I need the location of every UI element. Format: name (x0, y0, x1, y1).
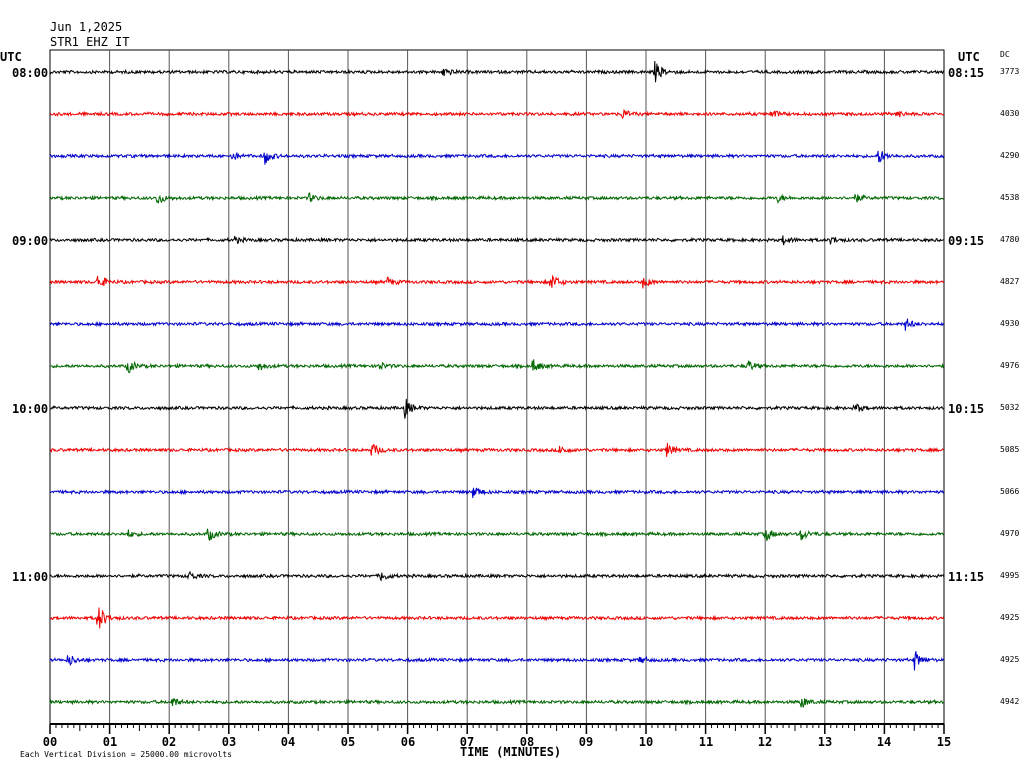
dc-value: 3773 (1000, 67, 1020, 76)
x-tick-label: 04 (280, 735, 296, 749)
hour-label-right: 08:15 (948, 66, 985, 80)
seismic-trace (49, 651, 945, 671)
seismic-trace (50, 442, 945, 457)
dc-value: 4780 (1000, 235, 1020, 244)
x-tick-label: 07 (459, 735, 475, 749)
x-tick-label: 05 (340, 735, 356, 749)
dc-title: DC (1000, 50, 1010, 59)
seismic-trace (49, 398, 944, 419)
seismic-trace (49, 528, 945, 542)
plot-date: Jun 1,2025 (50, 20, 123, 34)
vertical-scale-note: Each Vertical Division = 25000.00 microv… (20, 750, 232, 759)
x-tick-label: 11 (698, 735, 714, 749)
seismic-trace (49, 109, 945, 120)
seismic-trace (49, 607, 945, 629)
hour-label-right: 11:15 (948, 570, 985, 584)
seismic-trace (49, 359, 945, 374)
hour-label-right: 09:15 (948, 234, 985, 248)
hour-label-left: 08:00 (12, 66, 49, 80)
x-tick-label: 13 (817, 735, 833, 749)
x-tick-label: 03 (221, 735, 237, 749)
x-tick-label: 09 (578, 735, 594, 749)
hour-label-left: 10:00 (12, 402, 49, 416)
x-tick-label: 08 (519, 735, 535, 749)
hour-label-left: 09:00 (12, 234, 49, 248)
dc-value: 4925 (1000, 655, 1020, 664)
hour-label-right: 10:15 (948, 402, 985, 416)
dc-value: 4970 (1000, 529, 1020, 538)
dc-value: 4930 (1000, 319, 1020, 328)
x-tick-label: 10 (638, 735, 654, 749)
dc-value: 4942 (1000, 697, 1020, 706)
seismic-trace (49, 697, 945, 708)
x-tick-label: 15 (936, 735, 952, 749)
x-tick-label: 14 (876, 735, 892, 749)
dc-value: 4976 (1000, 361, 1020, 370)
seismic-trace (49, 570, 945, 582)
seismic-trace (49, 274, 945, 289)
x-axis-title: TIME (MINUTES) (460, 745, 562, 759)
x-tick-label: 12 (757, 735, 773, 749)
dc-value: 4827 (1000, 277, 1020, 286)
plot-station: STR1 EHZ IT (50, 35, 130, 49)
seismic-trace (49, 60, 945, 83)
seismic-trace (49, 150, 945, 165)
seismic-trace (49, 192, 945, 204)
dc-value: 4290 (1000, 151, 1020, 160)
dc-value: 4030 (1000, 109, 1020, 118)
dc-value: 5032 (1000, 403, 1020, 412)
dc-value: 5085 (1000, 445, 1020, 454)
x-tick-label: 02 (161, 735, 177, 749)
dc-value: 5066 (1000, 487, 1020, 496)
seismic-trace (49, 318, 945, 331)
plot-frame (49, 49, 945, 725)
seismic-trace (49, 235, 945, 246)
hour-label-left: 11:00 (12, 570, 49, 584)
x-tick-label: 00 (42, 735, 58, 749)
seismic-trace (49, 487, 945, 499)
dc-value: 4538 (1000, 193, 1020, 202)
dc-value: 4995 (1000, 571, 1020, 580)
right-utc-label: UTC (958, 50, 980, 64)
x-tick-label: 01 (102, 735, 118, 749)
x-tick-label: 06 (400, 735, 416, 749)
left-utc-label: UTC (0, 50, 22, 64)
dc-value: 4925 (1000, 613, 1020, 622)
